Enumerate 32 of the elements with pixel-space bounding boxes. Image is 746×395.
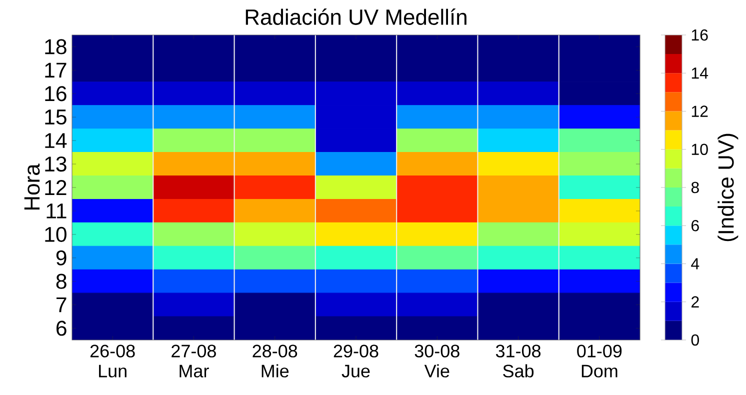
y-tick-label: 8 [56,274,66,289]
color-bar-label: 10 [692,144,708,156]
y-tick-label: 14 [45,133,67,148]
y-tick-label: 6 [56,320,66,336]
y-tick-label: 9 [56,250,66,266]
x-tick-label: 29-08 Jue [334,344,378,378]
y-tick-label: 17 [45,62,66,78]
color-bar-label: 14 [692,68,708,79]
x-tick-label: 31-08 Sab [496,344,541,378]
y-tick-label: 13 [45,156,66,172]
y-tick-label: 11 [46,204,66,218]
y-tick-label: 12 [45,180,66,195]
y-tick-label: 18 [45,39,66,54]
color-bar-label: 8 [691,182,699,194]
color-bar-label: 0 [691,334,699,346]
y-tick-label: 10 [45,226,66,242]
x-tick-label: 30-08 Vie [414,344,460,378]
color-bar-title: (Indice UV) [718,134,738,242]
x-tick-label: 01-09 Dom [577,344,622,378]
y-tick-label: 7 [56,297,66,312]
color-bar-label: 12 [692,106,708,117]
chart-title: Radiación UV Medellín [246,8,466,25]
y-axis-title: Hora [24,164,40,210]
x-tick-label: 26-08 Lun [90,344,135,378]
color-bar-label: 6 [692,220,699,232]
x-tick-label: 27-08 Mar [172,344,216,378]
x-tick-label: 28-08 Mie [252,344,298,378]
y-tick-label: 15 [45,110,66,125]
color-bar-label: 2 [692,296,699,308]
color-bar-label: 4 [691,258,700,270]
y-tick-label: 16 [45,86,66,102]
color-bar-label: 16 [692,29,708,41]
